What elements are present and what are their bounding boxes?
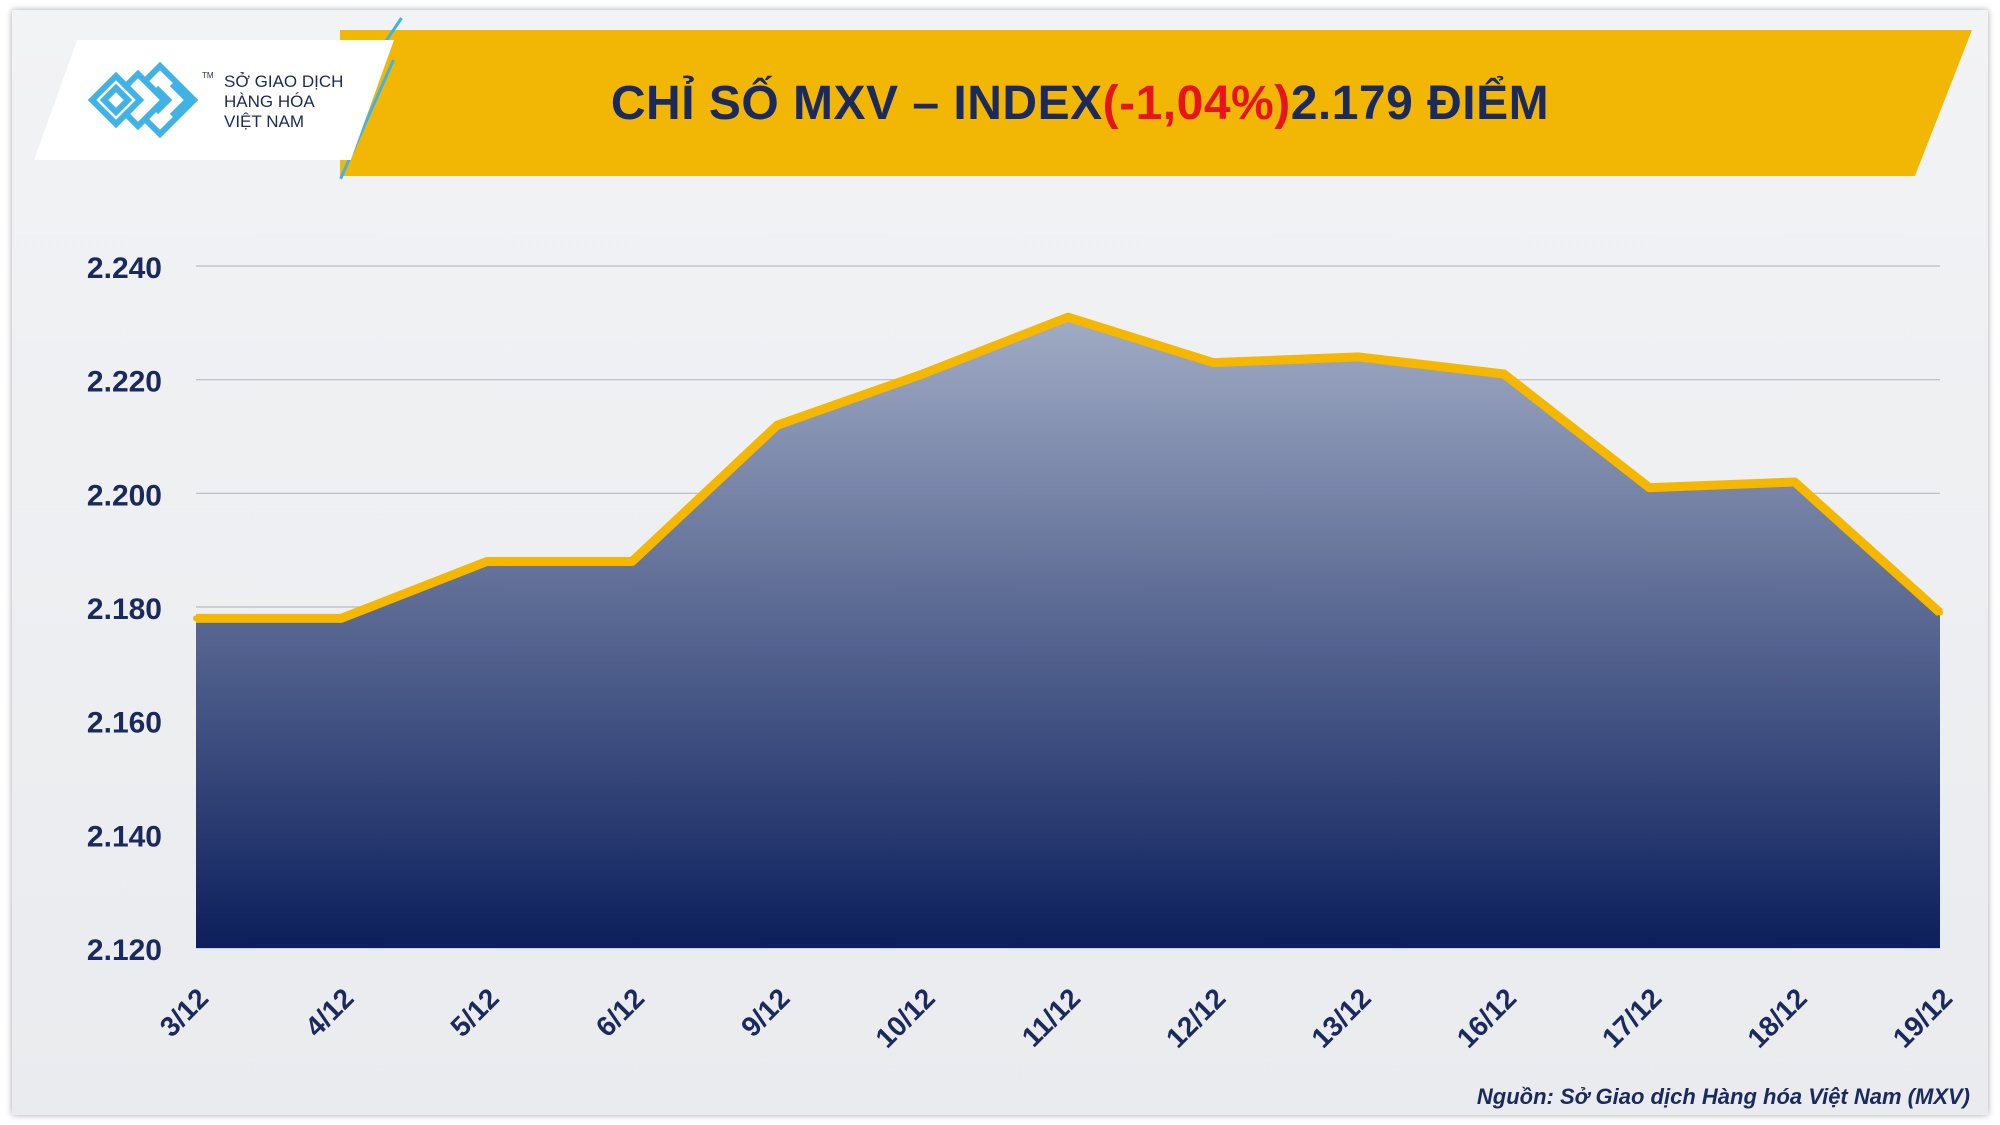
y-axis-ticks: 2.120 2.140 2.160 2.180 2.200 2.220 2.240 [87,252,162,967]
data-point [1937,609,1943,616]
data-point [1065,314,1071,321]
header-band [340,30,1972,176]
data-point [1355,353,1362,360]
logo-panel: TM [34,40,394,160]
y-tick-label: 2.180 [87,593,162,626]
y-tick-label: 2.200 [87,479,162,512]
title-suffix: 2.179 ĐIỂM [1290,76,1550,130]
data-point [193,615,199,622]
x-tick-label: 3/12 [154,982,214,1042]
x-tick-label: 11/12 [1016,982,1086,1052]
x-axis-ticks: 3/12 4/12 5/12 6/12 9/12 10/12 11/12 12/12 13/12… [154,982,1958,1053]
data-point [774,422,781,429]
data-point [1791,478,1798,485]
x-tick-label: 17/12 [1596,982,1667,1053]
mxv-logo-icon: TM [87,61,214,139]
y-tick-label: 2.240 [87,252,162,285]
y-tick-label: 2.120 [87,934,162,967]
y-tick-label: 2.160 [87,707,162,740]
title-prefix: CHỈ SỐ MXV – INDEX [610,76,1103,130]
chart-title: CHỈ SỐ MXV – INDEX (-1,04%) 2.179 ĐIỂM [340,30,1820,176]
logo-line-2: HÀNG HÓA [224,92,315,111]
y-tick-label: 2.220 [87,366,162,399]
x-tick-label: 13/12 [1305,982,1376,1053]
area-series [196,317,1940,948]
x-tick-label: 18/12 [1741,982,1812,1053]
y-tick-label: 2.140 [87,820,162,853]
logo-line-1: SỞ GIAO DỊCH [224,72,344,91]
data-point [919,370,926,377]
data-point [1501,370,1507,377]
data-point [1646,484,1653,491]
x-tick-label: 4/12 [299,982,359,1042]
x-tick-label: 16/12 [1451,982,1522,1053]
x-tick-label: 5/12 [444,982,504,1042]
x-tick-label: 6/12 [590,982,650,1042]
x-tick-label: 10/12 [869,982,940,1053]
area-fill [196,317,1940,948]
logo-text: SỞ GIAO DỊCH HÀNG HÓA VIỆT NAM [224,72,384,132]
x-tick-label: 9/12 [735,982,795,1042]
logo-line-3: VIỆT NAM [224,112,304,131]
x-tick-label: 19/12 [1887,982,1958,1053]
data-point [629,558,635,565]
data-point [1210,359,1217,366]
logo-tm: TM [202,71,214,80]
data-point [483,558,490,565]
x-tick-label: 12/12 [1160,982,1231,1053]
data-point [338,615,345,622]
title-change: (-1,04%) [1102,76,1291,130]
data-points [193,314,1943,622]
source-note: Nguồn: Sở Giao dịch Hàng hóa Việt Nam (M… [1476,1084,1970,1109]
